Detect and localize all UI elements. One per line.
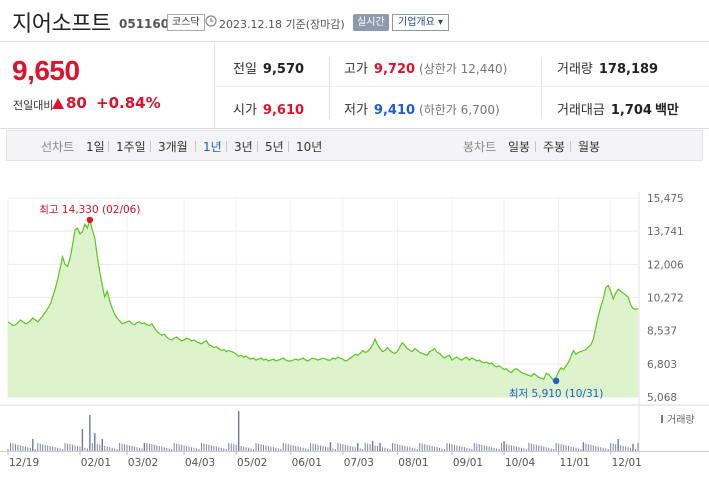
divider <box>329 57 330 119</box>
x-tick-label: 04/03 <box>185 457 215 469</box>
y-tick-label: 6,803 <box>647 359 677 371</box>
x-tick-label: 12/01 <box>612 457 642 469</box>
price-area <box>8 219 638 397</box>
volume-bars: 거래량 <box>0 411 709 452</box>
stock-name: 지어소프트 <box>12 12 111 37</box>
stock-header: 지어소프트 051160 코스닥 2023.12.18 기준(장마감) 실시간 … <box>0 0 709 42</box>
change-label: 전일대비 <box>13 99 54 112</box>
divider <box>216 86 709 87</box>
volume: 거래량 178,189 <box>557 58 658 77</box>
y-tick-label: 13,741 <box>647 226 684 238</box>
price-chart: 15,47513,74112,00610,2728,5376,8035,068 … <box>0 192 709 469</box>
up-arrow-icon <box>52 98 64 109</box>
high-price-value: 9,720 <box>373 62 416 77</box>
upper-limit: (상한가 12,440) <box>419 62 508 76</box>
x-tick-label: 06/01 <box>292 457 322 469</box>
divider <box>108 141 109 152</box>
x-tick-label: 02/01 <box>81 457 111 469</box>
x-tick-label: 09/01 <box>453 457 483 469</box>
period-1day[interactable]: 1일 <box>86 140 105 154</box>
candle-weekly[interactable]: 주봉 <box>543 140 566 154</box>
x-tick-label: 12/19 <box>9 457 39 469</box>
low-price-value: 9,410 <box>373 103 416 118</box>
x-tick-label: 10/04 <box>505 457 536 469</box>
y-tick-label: 5,068 <box>647 392 677 404</box>
current-price-panel: 9,650 전일대비 80 +0.84% <box>0 43 215 129</box>
prev-close: 전일 9,570 <box>233 58 304 77</box>
divider <box>257 141 258 152</box>
current-price: 9,650 <box>12 55 80 86</box>
divider <box>570 141 571 152</box>
x-tick-label: 08/01 <box>398 457 428 469</box>
divider <box>288 141 289 152</box>
y-axis: 15,475 13,741 12,006 10,272 8,537 6,803 5,068 <box>647 193 684 404</box>
prev-close-label: 전일 <box>233 62 257 77</box>
divider <box>541 57 542 119</box>
y-tick-label: 15,475 <box>647 193 684 205</box>
x-tick-label: 11/01 <box>559 457 589 469</box>
clock-icon <box>205 15 217 27</box>
volume-legend-swatch <box>661 415 663 423</box>
base-date: 2023.12.18 기준(장마감) <box>219 18 345 31</box>
price-change-percent: +0.84% <box>96 94 161 112</box>
low-annotation: 최저 5,910 (10/31) <box>509 388 604 400</box>
divider <box>226 141 227 152</box>
low-price: 저가 9,410 (하한가 6,700) <box>344 99 500 118</box>
prev-close-value: 9,570 <box>262 62 305 77</box>
market-badge: 코스닥 <box>167 14 205 31</box>
y-tick-label: 10,272 <box>647 293 684 305</box>
period-1year[interactable]: 1년 <box>203 140 222 154</box>
low-marker <box>552 377 560 385</box>
candle-chart-label: 봉차트 <box>463 140 497 154</box>
period-1week[interactable]: 1주일 <box>116 140 146 154</box>
divider <box>150 141 151 152</box>
open-price-value: 9,610 <box>262 103 305 118</box>
high-marker <box>86 216 94 224</box>
period-3year[interactable]: 3년 <box>234 140 253 154</box>
open-price-label: 시가 <box>233 103 257 118</box>
candle-monthly[interactable]: 월봉 <box>578 140 601 154</box>
low-price-label: 저가 <box>344 103 368 118</box>
x-tick-label: 03/02 <box>128 457 158 469</box>
stock-code: 051160 <box>119 17 170 31</box>
high-price: 고가 9,720 (상한가 12,440) <box>344 58 507 77</box>
trade-amount-unit: 백만 <box>654 103 679 118</box>
price-line <box>7 217 639 382</box>
high-annotation: 최고 14,330 (02/06) <box>39 204 140 216</box>
period-5year[interactable]: 5년 <box>265 140 284 154</box>
divider <box>195 141 196 152</box>
x-tick-label: 07/03 <box>344 457 374 469</box>
x-tick-label: 05/02 <box>237 457 267 469</box>
volume-label: 거래량 <box>557 62 593 77</box>
period-10year[interactable]: 10년 <box>296 140 323 154</box>
company-overview-button[interactable]: 기업개요 ▾ <box>392 14 449 31</box>
y-tick-label: 12,006 <box>647 259 684 271</box>
period-selector: 선차트 1일 1주일 3개월 1년 3년 5년 10년 봉차트 일봉 주봉 월봉 <box>6 130 703 161</box>
high-price-label: 고가 <box>344 62 368 77</box>
volume-value: 178,189 <box>598 62 659 77</box>
open-price: 시가 9,610 <box>233 99 304 118</box>
chart-annotations: 최고 14,330 (02/06) 최저 5,910 (10/31) <box>39 204 603 400</box>
line-chart-label: 선차트 <box>41 140 75 154</box>
divider <box>535 141 536 152</box>
x-axis: 12/19 02/01 03/02 04/03 05/02 06/01 07/03 08/01… <box>7 451 642 469</box>
trade-amount-label: 거래대금 <box>557 103 605 118</box>
candle-daily[interactable]: 일봉 <box>508 140 531 154</box>
lower-limit: (하한가 6,700) <box>419 103 500 117</box>
trade-amount: 거래대금 1,704 백만 <box>557 99 679 118</box>
y-tick-label: 8,537 <box>647 326 677 338</box>
volume-label: 거래량 <box>667 414 695 426</box>
period-3month[interactable]: 3개월 <box>158 140 188 154</box>
price-summary: 9,650 전일대비 80 +0.84% 전일 9,570 고가 9,720 (상한가… <box>0 43 709 129</box>
price-change: 80 <box>66 94 87 112</box>
trade-amount-value: 1,704 <box>610 103 652 118</box>
realtime-badge: 실시간 <box>353 14 389 31</box>
